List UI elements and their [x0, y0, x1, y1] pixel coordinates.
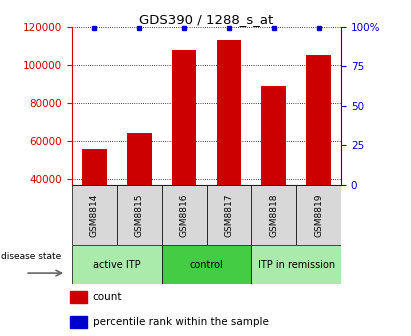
- Bar: [252, 185, 296, 245]
- Bar: [252, 245, 341, 284]
- Bar: [72, 245, 162, 284]
- Bar: [72, 185, 117, 245]
- Text: GSM8815: GSM8815: [135, 193, 144, 237]
- Bar: [82, 149, 107, 255]
- Text: GSM8816: GSM8816: [180, 193, 189, 237]
- Bar: [217, 40, 241, 255]
- Bar: [162, 185, 206, 245]
- Bar: [117, 185, 162, 245]
- Text: count: count: [93, 292, 122, 302]
- Bar: [261, 86, 286, 255]
- Bar: [69, 291, 87, 303]
- Bar: [296, 185, 341, 245]
- Bar: [172, 50, 196, 255]
- Text: GSM8818: GSM8818: [269, 193, 278, 237]
- Bar: [69, 316, 87, 328]
- Text: ITP in remission: ITP in remission: [258, 260, 335, 269]
- Bar: [162, 245, 252, 284]
- Bar: [127, 133, 152, 255]
- Text: control: control: [189, 260, 224, 269]
- Text: active ITP: active ITP: [93, 260, 141, 269]
- Bar: [206, 185, 252, 245]
- Bar: [306, 55, 331, 255]
- Text: disease state: disease state: [2, 252, 62, 261]
- Text: percentile rank within the sample: percentile rank within the sample: [93, 317, 268, 327]
- Text: GSM8814: GSM8814: [90, 193, 99, 237]
- Text: GSM8819: GSM8819: [314, 193, 323, 237]
- Text: GSM8817: GSM8817: [224, 193, 233, 237]
- Title: GDS390 / 1288_s_at: GDS390 / 1288_s_at: [139, 13, 274, 26]
